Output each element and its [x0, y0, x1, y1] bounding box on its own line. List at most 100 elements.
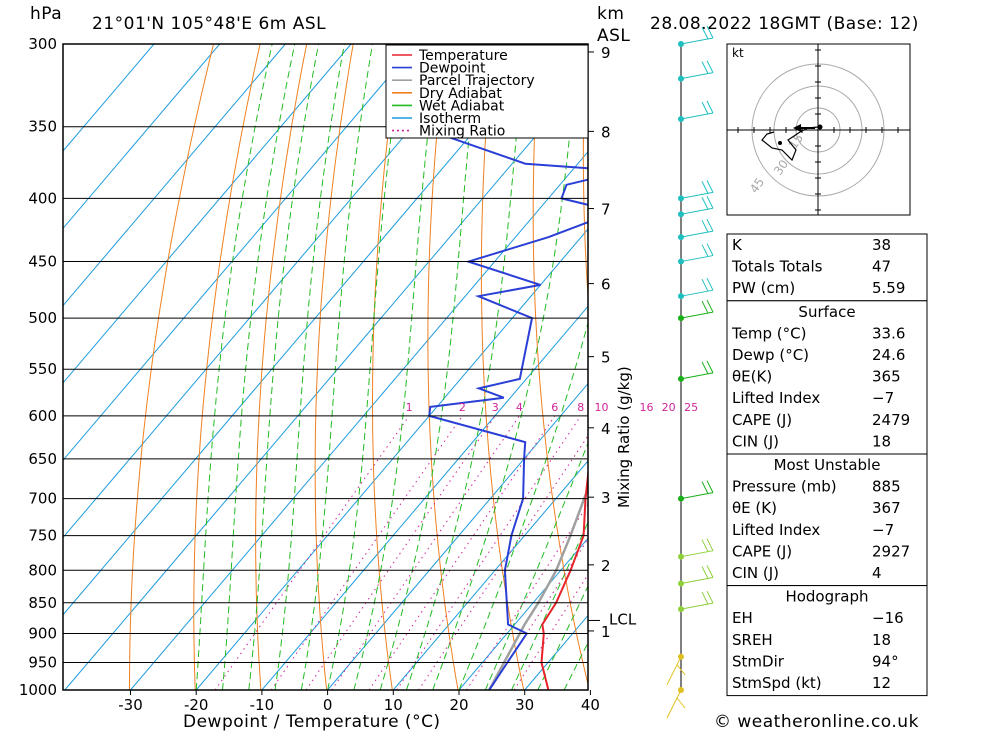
hodograph-indices-value: 18 — [872, 631, 891, 649]
wet-adiabat-line — [249, 44, 319, 690]
barb-flag — [702, 62, 708, 74]
barb-flag — [707, 180, 713, 192]
x-tick-label: 30 — [515, 696, 534, 714]
surface-indices-value: 2479 — [872, 411, 910, 429]
barb-shaft — [681, 603, 713, 609]
barb-shaft — [681, 551, 713, 557]
pressure-tick-label: 550 — [28, 360, 57, 378]
wind-barb — [681, 566, 713, 584]
wind-barb — [681, 481, 713, 499]
pressure-tick-label: 500 — [28, 309, 57, 327]
barb-flag — [702, 362, 708, 374]
barb-flag — [702, 301, 708, 313]
surface-indices-label: CIN (J) — [732, 432, 779, 450]
surface-indices-label: Temp (°C) — [731, 324, 806, 342]
lcl-label: LCL — [609, 610, 637, 628]
x-tick-label: 20 — [449, 696, 468, 714]
pressure-tick-label: 350 — [28, 118, 57, 136]
barb-shaft — [681, 256, 713, 262]
barb-flag — [702, 482, 708, 494]
storm-motion-dot — [818, 125, 823, 130]
hodograph-point — [778, 141, 782, 145]
height-unit-km: km — [597, 4, 624, 24]
barb-flag — [707, 481, 713, 493]
barb-flag — [702, 102, 708, 114]
pressure-tick-label: 1000 — [19, 681, 57, 699]
barb-flag — [707, 244, 713, 256]
most-unstable-indices-value: −7 — [872, 521, 894, 539]
x-tick-label: 40 — [581, 696, 600, 714]
most-unstable-indices-label: CIN (J) — [732, 564, 779, 582]
hodograph-indices-label: StmSpd (kt) — [732, 674, 822, 692]
height-tick-label: 5 — [601, 349, 611, 367]
most-unstable-indices-label: Lifted Index — [732, 521, 820, 539]
hodograph-indices-value: 94° — [872, 652, 899, 670]
barb-flag — [707, 361, 713, 373]
barb-flag — [707, 566, 713, 578]
mixing-ratio-line — [514, 416, 691, 690]
barb-shaft — [681, 113, 713, 119]
barb-flag — [707, 196, 713, 208]
barb-flag — [702, 245, 708, 257]
height-tick-label: 8 — [601, 123, 611, 141]
x-axis-label: Dewpoint / Temperature (°C) — [183, 712, 441, 732]
pressure-tick-label: 400 — [28, 189, 57, 207]
mixing-ratio-label: 2 — [459, 401, 466, 414]
height-tick-label: 9 — [601, 44, 611, 62]
wind-barb — [681, 278, 713, 296]
mixing-ratio-label: 16 — [640, 401, 654, 414]
hodograph-indices-value: −16 — [872, 609, 904, 627]
mixing-ratio-line — [369, 416, 555, 690]
pressure-tick-label: 750 — [28, 527, 57, 545]
mixing-ratio-axis-label: Mixing Ratio (g/kg) — [615, 366, 633, 508]
barb-flag — [707, 591, 713, 603]
hodograph-indices-label: EH — [732, 609, 753, 627]
mixing-ratio-label: 6 — [551, 401, 558, 414]
wind-barb — [681, 244, 713, 262]
height-tick-label: 3 — [601, 489, 611, 507]
hodograph-indices-label: StmDir — [732, 652, 785, 670]
hodograph-unit-label: kt — [732, 46, 744, 60]
height-tick-label: 4 — [601, 420, 611, 438]
mixing-ratio-label: 20 — [662, 401, 676, 414]
general-indices-label: PW (cm) — [732, 279, 795, 297]
height-tick-label: 7 — [601, 201, 611, 219]
most-unstable-indices-label: Pressure (mb) — [732, 478, 837, 496]
wind-barb — [681, 539, 713, 557]
wind-barbs — [667, 26, 713, 718]
pressure-tick-label: 950 — [28, 653, 57, 671]
x-tick-label: -30 — [118, 696, 143, 714]
surface-indices-label: Dewp (°C) — [732, 346, 809, 364]
barb-flag — [707, 539, 713, 551]
most-unstable-indices-value: 2927 — [872, 542, 910, 560]
barb-flag — [702, 592, 708, 604]
mixing-ratio-label: 25 — [684, 401, 698, 414]
wind-barb — [681, 300, 713, 318]
mixing-ratio-label: 8 — [577, 401, 584, 414]
general-indices-value: 38 — [872, 236, 891, 254]
mixing-ratio-label: 4 — [516, 401, 523, 414]
barb-shaft — [667, 690, 681, 718]
barb-flag — [702, 181, 708, 193]
most-unstable-indices-label: θE (K) — [732, 499, 777, 517]
surface-indices-value: −7 — [872, 389, 894, 407]
wind-barb — [681, 101, 713, 119]
pressure-tick-label: 800 — [28, 561, 57, 579]
mixing-ratio-label: 3 — [492, 401, 499, 414]
pressure-unit: hPa — [30, 4, 62, 24]
pressure-tick-label: 900 — [28, 624, 57, 642]
dry-adiabat-line — [256, 44, 307, 690]
pressure-tick-label: 650 — [28, 450, 57, 468]
most-unstable-indices-title: Most Unstable — [774, 456, 881, 474]
wet-adiabat-line — [223, 44, 295, 690]
surface-indices-value: 18 — [872, 432, 891, 450]
wet-adiabat-line — [485, 44, 705, 690]
pressure-tick-label: 450 — [28, 253, 57, 271]
credit-footer: © weatheronline.co.uk — [714, 712, 919, 732]
wet-adiabat-line — [301, 44, 372, 690]
barb-shaft — [681, 73, 713, 79]
